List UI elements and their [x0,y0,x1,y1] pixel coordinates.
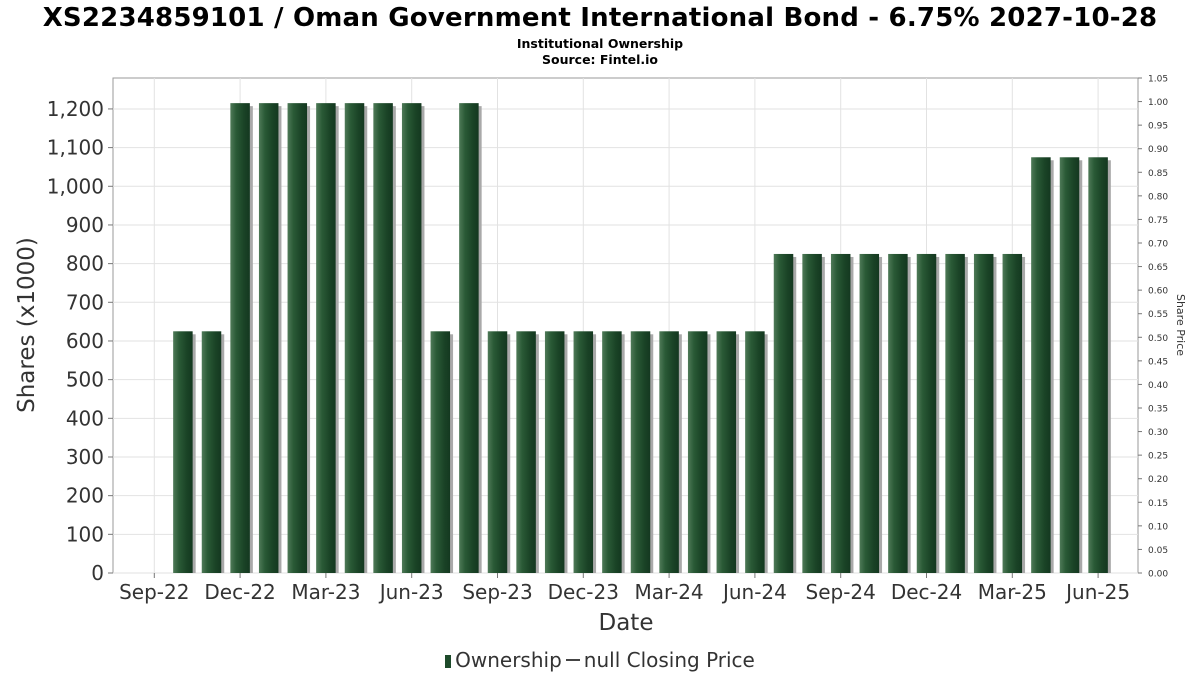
y-tick-label: 1,100 [47,136,104,160]
x-tick-label: Jun-24 [721,580,787,604]
y2-tick-label: 0.00 [1148,570,1168,580]
x-axis-title: Date [599,610,654,636]
ownership-bar [830,253,851,573]
ownership-bar [373,103,393,573]
y-tick-label: 1,200 [47,97,104,121]
x-tick-label: Jun-23 [378,580,444,604]
y-tick-label: 800 [66,252,104,276]
ownership-bar [316,103,336,573]
ownership-bar [602,331,622,573]
y2-tick-label: 0.30 [1148,428,1168,438]
ownership-bar [802,253,822,573]
ownership-bar [173,331,193,573]
ownership-bar [344,103,365,573]
chart-legend: Ownership null Closing Price [0,648,1200,672]
ownership-bar [258,103,279,573]
y2-axis-title: Share Price [1174,294,1187,356]
chart-title: XS2234859101 / Oman Government Internati… [42,3,1158,33]
y2-tick-label: 0.85 [1148,169,1168,179]
y-tick-label: 100 [66,522,104,546]
y2-tick-label: 0.80 [1148,192,1168,202]
y2-tick-label: 0.15 [1148,499,1168,509]
ownership-bar [1088,157,1108,573]
y2-tick-label: 0.50 [1148,334,1168,344]
ownership-bar [745,331,765,573]
closing-price-legend-line [565,659,580,661]
ownership-bar [573,331,594,573]
ownership-bar [287,103,308,573]
ownership-bar [1002,253,1023,573]
ownership-bar [516,331,536,573]
chart-subtitle: Institutional Ownership [516,36,684,51]
y2-tick-label: 0.25 [1148,452,1168,462]
x-tick-label: Sep-22 [119,580,189,604]
y-tick-label: 1,000 [47,174,104,198]
y2-tick-label: 0.20 [1148,475,1168,485]
ownership-bar [630,331,651,573]
x-tick-label: Mar-24 [635,580,704,604]
y2-tick-label: 0.35 [1148,405,1168,415]
ownership-bar [487,331,508,573]
x-tick-label: Dec-23 [548,580,619,604]
y2-tick-label: 0.75 [1148,216,1168,226]
ownership-bar [230,103,250,573]
y-tick-label: 600 [66,329,104,353]
ownership-bar [430,331,451,573]
ownership-bar [916,253,937,573]
x-tick-label: Sep-24 [806,580,876,604]
ownership-bar [459,103,479,573]
ownership-bar [201,331,222,573]
ownership-bar [716,331,737,573]
y2-tick-label: 0.70 [1148,240,1168,250]
x-tick-label: Mar-23 [291,580,360,604]
y-tick-label: 700 [66,290,104,314]
y-tick-label: 900 [66,213,104,237]
y2-tick-label: 1.00 [1148,98,1168,108]
ownership-bar [401,103,422,573]
ownership-bar [973,253,994,573]
ownership-bar [888,253,908,573]
legend-closing-price-label: null Closing Price [583,648,755,672]
legend-ownership-label: Ownership [455,648,562,672]
ownership-bar [1031,157,1051,573]
y-tick-label: 200 [66,484,104,508]
y2-tick-label: 0.55 [1148,310,1168,320]
y2-tick-label: 0.90 [1148,145,1168,155]
ownership-bar [687,331,708,573]
ownership-bar [659,331,679,573]
y2-tick-label: 0.05 [1148,546,1168,556]
chart-source: Source: Fintel.io [542,52,658,67]
ownership-bar [945,253,965,573]
y2-tick-label: 0.45 [1148,357,1168,367]
y2-tick-label: 1.05 [1148,75,1168,85]
y2-tick-label: 0.65 [1148,263,1168,273]
ownership-bar [773,253,794,573]
ownership-bar [859,253,880,573]
ownership-bar [544,331,565,573]
y2-tick-label: 0.10 [1148,522,1168,532]
y-tick-label: 500 [66,368,104,392]
y2-tick-label: 0.60 [1148,287,1168,297]
x-tick-label: Sep-23 [462,580,532,604]
x-tick-label: Dec-22 [204,580,275,604]
y-tick-label: 300 [66,445,104,469]
y2-tick-label: 0.95 [1148,122,1168,132]
x-tick-label: Dec-24 [891,580,962,604]
y2-tick-label: 0.40 [1148,381,1168,391]
y-tick-label: 400 [66,406,104,430]
ownership-legend-swatch [445,655,452,668]
y-axis-title: Shares (x1000) [14,237,40,413]
y-tick-label: 0 [91,561,104,585]
x-tick-label: Mar-25 [978,580,1047,604]
x-tick-label: Jun-25 [1064,580,1130,604]
ownership-bar [1059,157,1080,573]
